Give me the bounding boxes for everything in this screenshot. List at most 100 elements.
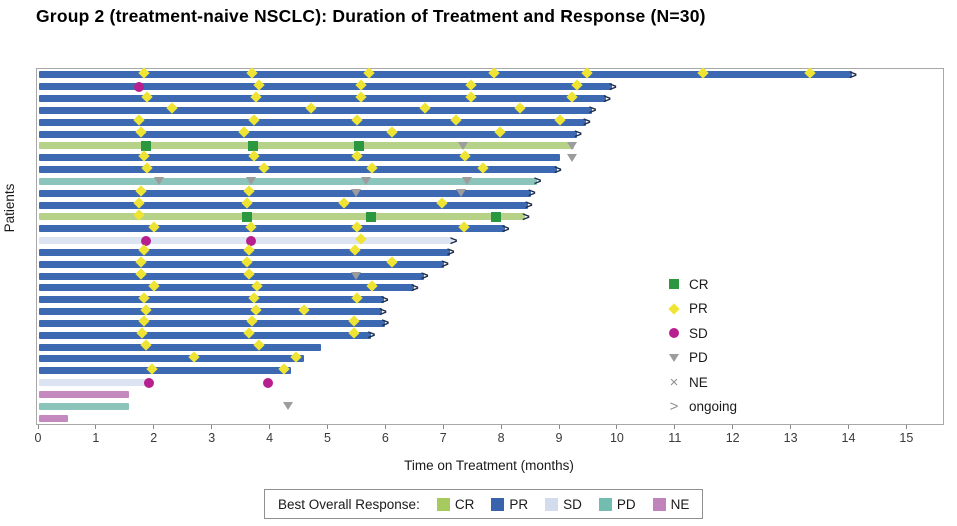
pd-response-marker-icon <box>245 177 256 186</box>
chevron-legend-icon: > <box>669 398 679 416</box>
patient-bar <box>39 142 575 150</box>
square-legend-icon <box>669 279 679 290</box>
patient-bar <box>39 248 451 256</box>
patient-bar <box>39 355 305 363</box>
x-tick-mark <box>37 425 39 429</box>
ongoing-arrow-icon: > <box>441 256 449 272</box>
response-color-swatch <box>598 497 612 511</box>
patient-bar <box>39 83 613 91</box>
patient-bar <box>39 343 321 351</box>
x-tick-mark <box>269 425 271 429</box>
sd-response-marker-icon <box>143 377 154 388</box>
patient-bar <box>39 95 607 103</box>
patient-bar <box>39 189 532 197</box>
pd-response-marker-icon <box>361 177 372 186</box>
legend-item-label: PD <box>689 350 708 366</box>
x-axis-label: Time on Treatment (months) <box>404 458 574 473</box>
cr-response-marker-icon <box>491 211 502 222</box>
x-tick-mark <box>905 425 907 429</box>
ongoing-arrow-icon: > <box>447 244 455 260</box>
x-tick-label: 13 <box>783 431 798 445</box>
bottom-legend-item-label: SD <box>563 496 582 512</box>
pd-response-marker-icon <box>566 141 577 150</box>
ongoing-arrow-icon: > <box>449 232 458 248</box>
x-tick-label: 11 <box>668 431 682 445</box>
chart-title: Group 2 (treatment-naive NSCLC): Duratio… <box>36 6 706 26</box>
ongoing-arrow-icon: > <box>379 303 387 319</box>
cross-legend-icon: × <box>669 373 679 391</box>
patient-bar <box>39 177 537 185</box>
x-tick-label: 8 <box>497 431 505 445</box>
legend-item-label: SD <box>689 325 708 341</box>
patient-bar <box>39 213 526 221</box>
patient-bar <box>39 331 371 339</box>
pd-response-marker-icon <box>351 272 362 281</box>
x-tick-label: 7 <box>439 431 447 445</box>
x-tick-label: 6 <box>381 431 389 445</box>
ongoing-arrow-icon: > <box>574 126 582 142</box>
cr-response-marker-icon <box>242 211 253 222</box>
patient-bar <box>39 154 561 162</box>
legend-symbol-cell <box>664 328 684 339</box>
pd-response-marker-icon <box>154 177 165 186</box>
bottom-legend-item-cr: CR <box>436 497 474 512</box>
x-tick-mark <box>384 425 386 429</box>
bottom-legend-item-label: PD <box>616 496 636 512</box>
ongoing-arrow-icon: > <box>522 208 530 224</box>
pd-response-marker-icon <box>566 153 577 162</box>
x-tick-label: 2 <box>150 431 158 445</box>
x-tick-label: 1 <box>92 431 100 445</box>
cr-response-marker-icon <box>247 140 258 151</box>
x-tick-mark <box>211 425 213 429</box>
x-tick-mark <box>674 425 676 429</box>
patient-bar <box>39 414 68 422</box>
bottom-legend-item-label: NE <box>670 496 690 512</box>
cr-response-marker-icon <box>141 140 152 151</box>
ongoing-arrow-icon: > <box>381 315 390 331</box>
best-overall-response-legend: Best Overall Response: CR PR SD PD NE <box>264 489 704 519</box>
pd-response-marker-icon <box>456 189 467 198</box>
patient-bar <box>39 260 445 268</box>
patient-bar <box>39 118 587 126</box>
legend-symbol-cell <box>664 353 684 362</box>
ongoing-arrow-icon: > <box>603 90 611 106</box>
ongoing-arrow-icon: > <box>533 173 542 189</box>
ongoing-arrow-icon: > <box>411 279 419 295</box>
pd-response-marker-icon <box>351 189 362 198</box>
ongoing-arrow-icon: > <box>381 291 389 307</box>
y-axis-label: Patients <box>2 183 17 233</box>
cr-response-marker-icon <box>354 140 365 151</box>
patient-bar <box>39 308 383 316</box>
diamond-legend-icon <box>668 303 680 315</box>
ongoing-arrow-icon: > <box>525 197 533 213</box>
x-tick-mark <box>95 425 97 429</box>
x-tick-label: 0 <box>34 431 42 445</box>
marker-legend: CR PR SD PD × NE > ongoing <box>664 272 737 419</box>
legend-item-pr: PR <box>664 297 737 322</box>
patient-bar <box>39 367 291 375</box>
x-tick-label: 10 <box>609 431 624 445</box>
pd-response-marker-icon <box>282 402 293 411</box>
legend-item-ne: × NE <box>664 370 737 395</box>
pd-response-marker-icon <box>462 177 473 186</box>
pd-response-marker-icon <box>458 141 469 150</box>
triangle-legend-icon <box>669 353 679 362</box>
patient-bar <box>39 225 506 233</box>
plot-area: CR PR SD PD × NE > ongoing > > > > > > > > > > > > > > > > > > > >… <box>36 67 944 425</box>
patient-bar <box>39 284 415 292</box>
ongoing-arrow-icon: > <box>367 327 376 343</box>
x-tick-mark <box>790 425 792 429</box>
x-tick-mark <box>558 425 560 429</box>
bottom-legend-item-pr: PR <box>491 497 528 512</box>
x-tick-mark <box>442 425 444 429</box>
x-tick-label: 14 <box>841 431 856 445</box>
legend-item-label: CR <box>689 276 709 292</box>
x-tick-mark <box>326 425 328 429</box>
x-tick-mark <box>847 425 849 429</box>
x-tick-label: 4 <box>266 431 274 445</box>
ongoing-arrow-icon: > <box>528 185 536 201</box>
bottom-legend-title: Best Overall Response: <box>278 496 420 512</box>
x-tick-label: 5 <box>323 431 331 445</box>
x-tick-label: 15 <box>899 431 914 445</box>
